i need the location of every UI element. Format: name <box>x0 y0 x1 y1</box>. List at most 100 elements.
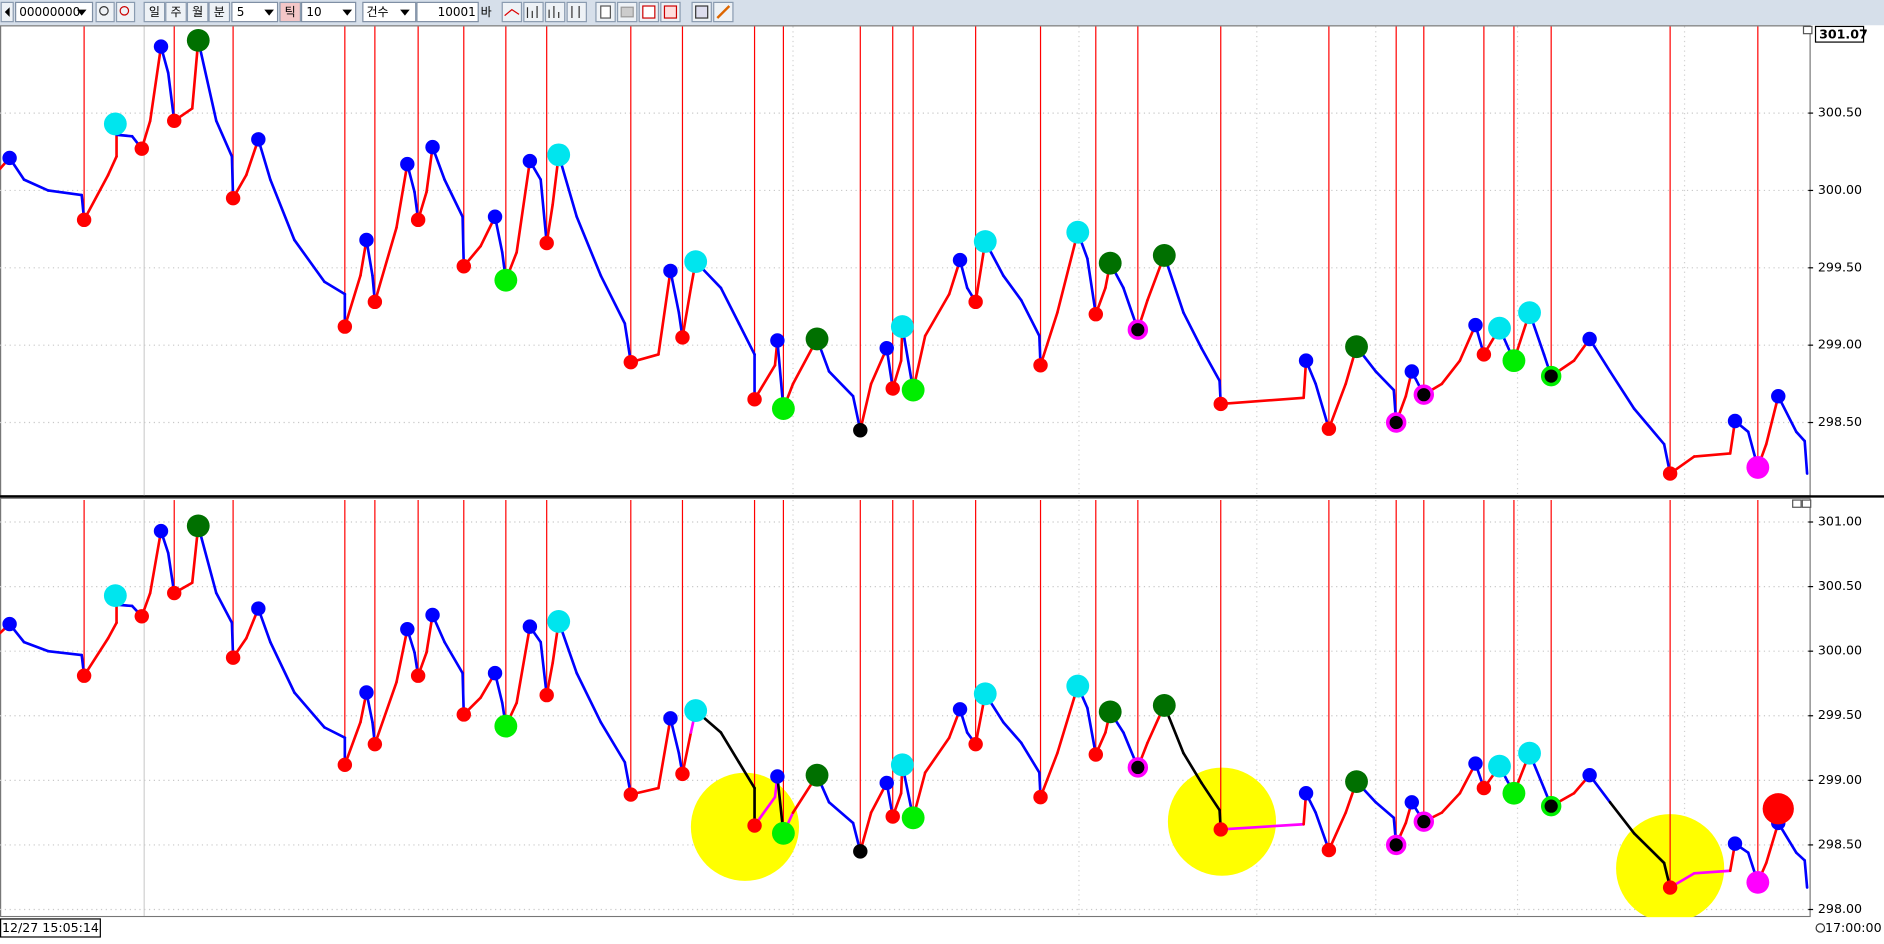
price-segment <box>923 292 951 338</box>
tick-field[interactable] <box>300 1 357 23</box>
marker <box>337 319 353 334</box>
period-button[interactable] <box>143 1 166 23</box>
marker <box>663 711 678 726</box>
code-field[interactable] <box>15 1 94 23</box>
marker <box>1468 317 1483 333</box>
search-button-2[interactable] <box>115 1 136 23</box>
arrow-icon <box>4 7 10 17</box>
tick-button[interactable] <box>279 1 301 23</box>
marker <box>400 622 415 637</box>
count-field[interactable] <box>416 1 479 23</box>
marker <box>1404 364 1420 379</box>
highlight <box>1167 767 1277 876</box>
marker <box>167 113 182 129</box>
marker <box>153 39 169 54</box>
price-segment <box>657 717 672 790</box>
period-label: 월 <box>192 5 203 19</box>
marker <box>522 619 538 634</box>
marker <box>134 141 149 156</box>
price-segment <box>599 720 627 764</box>
marker <box>367 294 383 310</box>
marker <box>425 607 440 623</box>
icon <box>716 5 731 19</box>
marker <box>1746 870 1770 894</box>
price-segment <box>515 159 532 254</box>
marker <box>1098 700 1122 724</box>
tool-button[interactable] <box>544 1 566 23</box>
tool-button[interactable] <box>566 1 587 23</box>
marker <box>134 609 149 624</box>
marker <box>771 397 795 421</box>
price-segment <box>599 274 627 325</box>
marker <box>770 769 785 784</box>
price-segment <box>269 640 296 694</box>
count-type-field[interactable] <box>362 1 417 23</box>
marker <box>76 212 92 228</box>
zoom-icon[interactable] <box>1815 923 1826 933</box>
marker <box>1771 389 1786 404</box>
price-segment <box>719 286 741 325</box>
marker <box>1033 358 1048 373</box>
marker <box>805 763 829 787</box>
marker <box>901 378 925 402</box>
icon <box>571 6 580 19</box>
price-segment <box>575 671 603 724</box>
marker <box>885 809 900 824</box>
marker <box>1345 770 1368 794</box>
price-segment <box>106 155 118 177</box>
tool-button[interactable] <box>501 1 523 23</box>
marker <box>547 143 571 167</box>
dropdown-arrow <box>400 9 410 16</box>
panel-button[interactable] <box>1801 499 1812 508</box>
marker <box>663 263 678 279</box>
panel-frame <box>0 497 1811 918</box>
marker <box>1385 412 1407 433</box>
price-segment <box>343 720 362 767</box>
marker <box>1468 756 1483 771</box>
panel-button[interactable] <box>1802 25 1813 35</box>
marker <box>1321 842 1337 858</box>
marker <box>410 212 426 228</box>
marker <box>1582 331 1597 347</box>
marker <box>1127 319 1149 340</box>
price-segment <box>106 621 118 640</box>
price-segment <box>1056 684 1080 755</box>
marker <box>539 235 554 251</box>
icon <box>642 5 656 19</box>
price-segment <box>1039 751 1059 799</box>
marker <box>1088 747 1104 762</box>
price-segment <box>395 627 409 684</box>
marker <box>1127 757 1149 778</box>
price-box-label: 301.07 <box>1819 26 1868 41</box>
marker <box>747 392 762 407</box>
panel-button[interactable] <box>1792 499 1802 508</box>
price-segment <box>1803 859 1809 889</box>
y-tick-label: 299.50 <box>1818 259 1862 274</box>
price-segment <box>1803 439 1809 475</box>
search-button[interactable] <box>95 1 115 23</box>
price-segment <box>373 226 398 304</box>
period-button[interactable] <box>186 1 209 23</box>
x-axis-bg <box>0 917 1884 940</box>
price-segment <box>293 691 326 729</box>
price-segment <box>269 178 296 242</box>
marker <box>901 806 925 830</box>
marker <box>1727 836 1743 851</box>
price-box <box>1814 25 1865 43</box>
y-tick-label: 301.00 <box>1818 514 1862 529</box>
dropdown-arrow <box>342 9 353 16</box>
marker <box>1213 396 1228 412</box>
price-segment <box>22 640 50 653</box>
marker <box>103 584 127 608</box>
price-segment <box>1632 407 1666 446</box>
minutes-field[interactable] <box>231 1 279 23</box>
period-button[interactable] <box>165 1 187 23</box>
marker <box>879 341 894 356</box>
price-segment <box>1200 781 1221 812</box>
marker <box>968 294 983 310</box>
period-button[interactable] <box>208 1 231 23</box>
cursor-time: 12/27 15:05:14 <box>2 920 99 935</box>
tool-button[interactable] <box>523 1 544 23</box>
